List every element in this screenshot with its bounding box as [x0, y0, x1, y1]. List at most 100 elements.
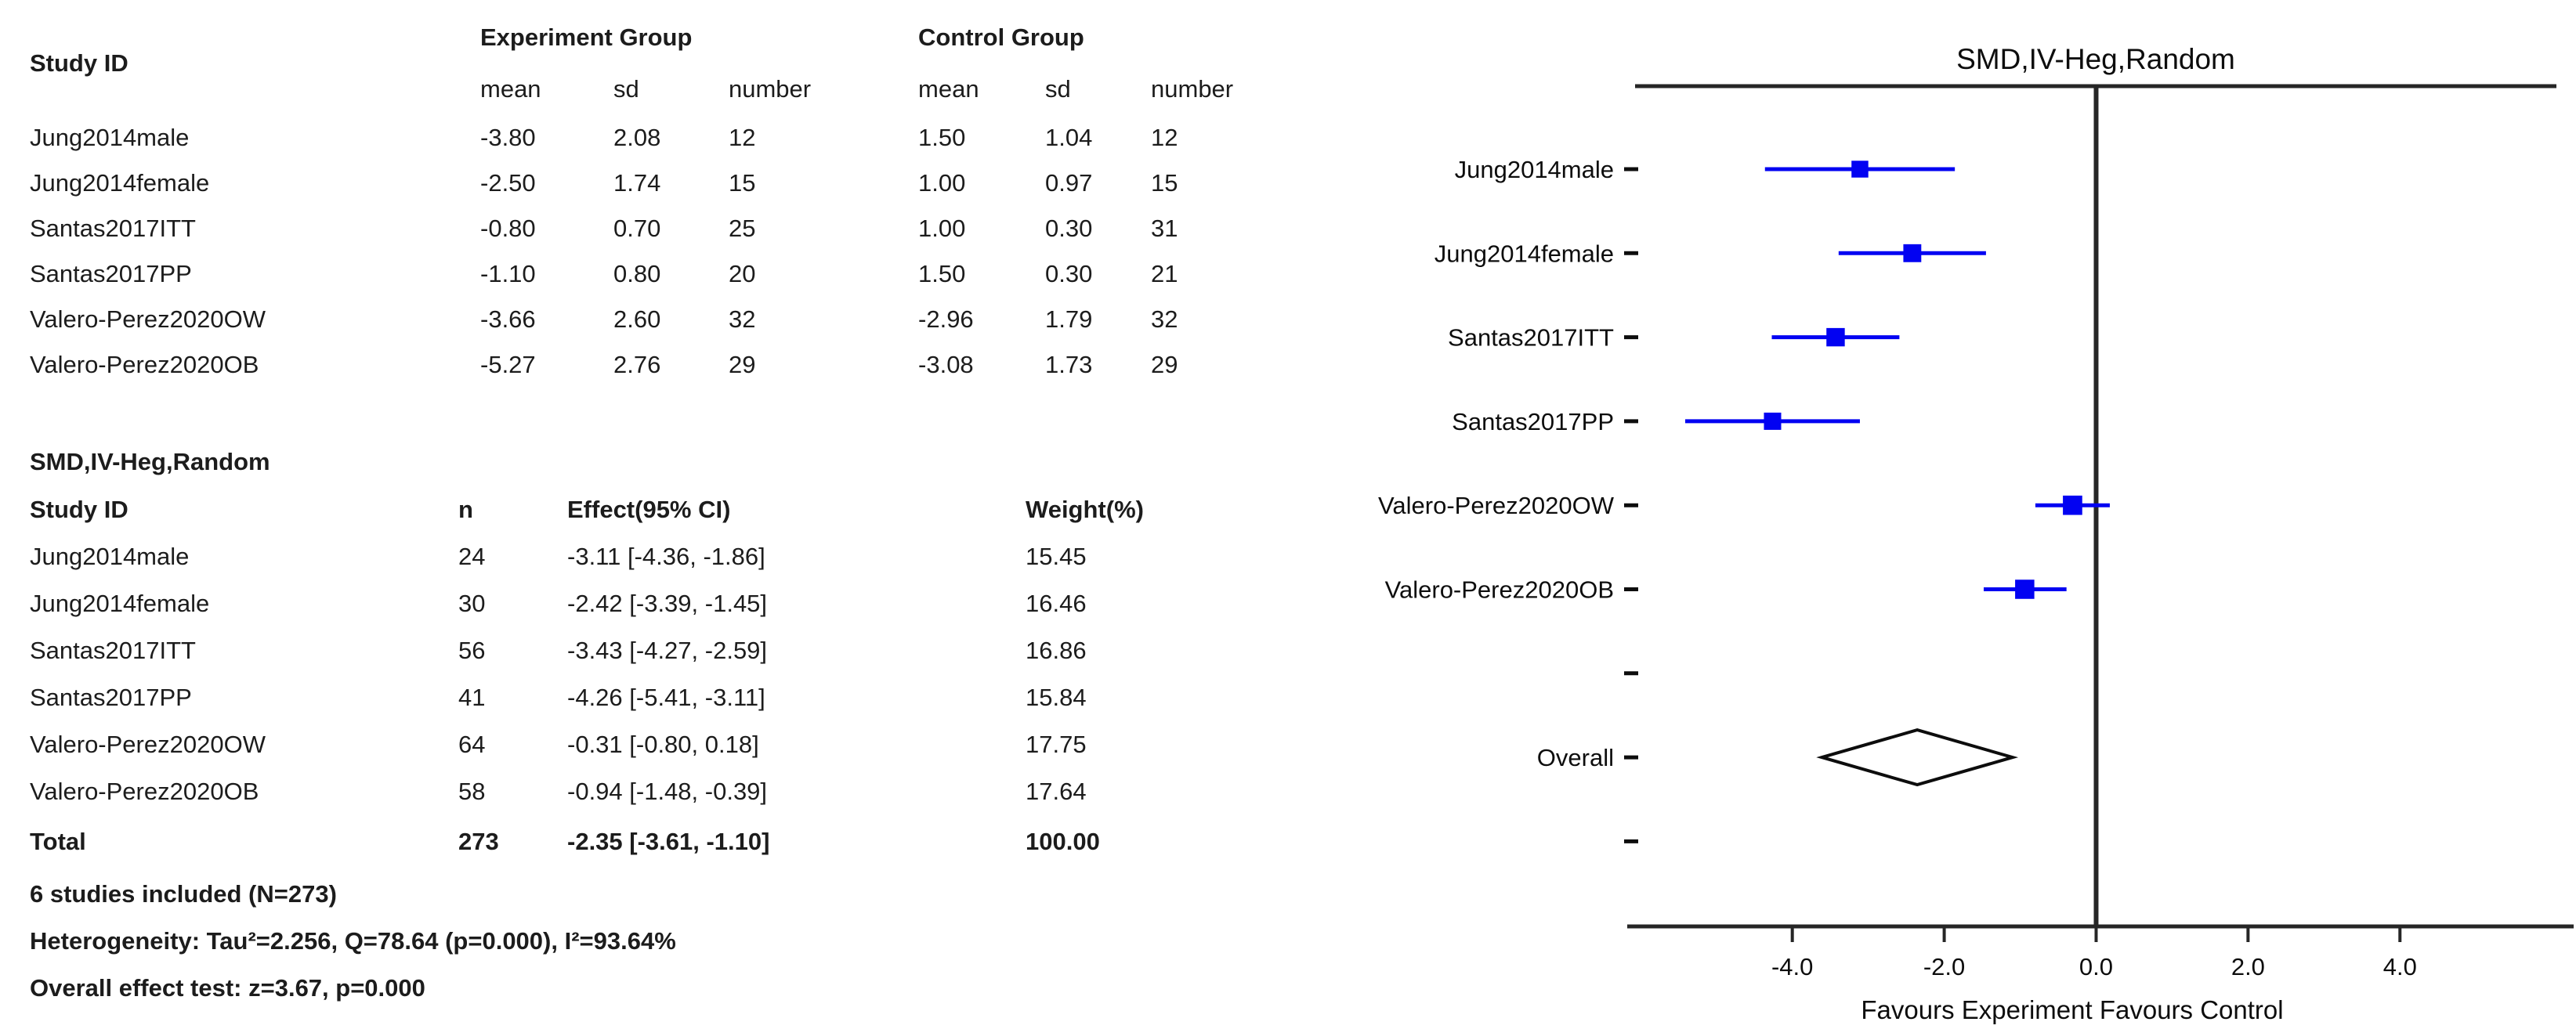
group-table-row-cell: 21 [1151, 259, 1178, 287]
group-table-subheader-row: mean sd number mean sd number [30, 63, 1283, 114]
effect-table-row-cell: 56 [458, 636, 486, 664]
group-table-row-cell: 1.79 [1045, 305, 1093, 333]
effect-study-id-header: Study ID [30, 495, 128, 523]
study-label: Jung2014male [1455, 156, 1614, 183]
effect-table-row: Santas2017ITT 56 -3.43 [-4.27, -2.59] 16.86 [30, 626, 1285, 673]
study-label: Santas2017PP [1452, 408, 1614, 435]
results-text-panel: Study ID Experiment Group Control Group … [30, 11, 1283, 1002]
group-table-row-cell: 32 [1151, 305, 1178, 333]
effect-table-row: Valero-Perez2020OB 58 -0.94 [-1.48, -0.39]… [30, 767, 1285, 814]
effect-ci-header: Effect(95% CI) [567, 495, 731, 523]
effect-table-total-row-cell: 273 [458, 827, 499, 855]
group-table-row-cell: -5.27 [480, 350, 536, 378]
group-table-row-cell: 2.76 [613, 350, 661, 378]
group-table-row-cell: 1.00 [918, 214, 966, 242]
group-table-row-cell: 31 [1151, 214, 1178, 242]
overall-diamond [1816, 728, 2019, 787]
group-table-row: Santas2017ITT -0.80 0.70 25 1.00 0.30 31 [30, 205, 1283, 251]
effect-table-row-cell: 41 [458, 683, 486, 711]
group-table-header-row: Study ID Experiment Group Control Group [30, 11, 1283, 75]
effect-table-row: Jung2014male 24 -3.11 [-4.36, -1.86] 15.45 [30, 533, 1285, 579]
group-table-row: Jung2014male -3.80 2.08 12 1.50 1.04 12 [30, 114, 1283, 160]
group-table-row-cell: -3.80 [480, 123, 536, 151]
group-table-row-cell: Jung2014female [30, 168, 210, 197]
group-table-row-cell: Santas2017ITT [30, 214, 196, 242]
study-label: Santas2017ITT [1448, 324, 1614, 352]
group-table-row-cell: 2.08 [613, 123, 661, 151]
effect-table-row-cell: -4.26 [-5.41, -3.11] [567, 683, 765, 711]
effect-table-row-cell: -3.11 [-4.36, -1.86] [567, 542, 765, 570]
group-table-row-cell: Jung2014male [30, 123, 190, 151]
effect-table-row-cell: 17.75 [1026, 730, 1087, 758]
group-table-row-cell: 12 [729, 123, 756, 151]
control-group-header: Control Group [918, 23, 1084, 51]
effect-table-row: Valero-Perez2020OW 64 -0.31 [-0.80, 0.18] 1… [30, 720, 1285, 767]
group-table-row-cell: 29 [729, 350, 756, 378]
forest-plot: SMD,IV-Heg,Random Jung2014male Jung2014fem… [1378, 43, 2574, 1024]
group-table-row-cell: -3.08 [918, 350, 974, 378]
group-table-row: Jung2014female -2.50 1.74 15 1.00 0.97 15 [30, 160, 1283, 205]
effect-table-row: Santas2017PP 41 -4.26 [-5.41, -3.11] 15.84 [30, 673, 1285, 720]
overall-label: Overall [1537, 744, 1614, 771]
effect-table-row-cell: 16.86 [1026, 636, 1087, 664]
effect-table-total-row-cell: Total [30, 827, 86, 855]
group-table-row-cell: Valero-Perez2020OB [30, 350, 259, 378]
group-table-row-cell: Santas2017PP [30, 259, 192, 287]
group-table-row-cell: 29 [1151, 350, 1178, 378]
effect-table-row-cell: -0.31 [-0.80, 0.18] [567, 730, 759, 758]
x-tick-label: -4.0 [1771, 953, 1813, 980]
group-table-row: Valero-Perez2020OB -5.27 2.76 29 -3.08 1.73 29 [30, 341, 1283, 387]
group-table-row-cell: 0.30 [1045, 259, 1093, 287]
plot-title: SMD,IV-Heg,Random [1956, 43, 2235, 75]
exp-number-header: number [729, 74, 812, 103]
group-table-row-cell: Valero-Perez2020OW [30, 305, 266, 333]
effect-marker [1764, 412, 1782, 430]
effect-marker [2015, 579, 2035, 599]
x-tick-label: 0.0 [2079, 953, 2113, 980]
effect-table-row-cell: 16.46 [1026, 589, 1087, 617]
effect-table-row-cell: 64 [458, 730, 486, 758]
effect-table-row-cell: Santas2017PP [30, 683, 192, 711]
study-label: Valero-Perez2020OW [1378, 492, 1615, 519]
effect-marker [1903, 244, 1922, 262]
effect-table-row-cell: 15.84 [1026, 683, 1087, 711]
study-label: Valero-Perez2020OB [1385, 576, 1614, 604]
effect-section-title: SMD,IV-Heg,Random [30, 448, 270, 475]
group-table-row-cell: -2.96 [918, 305, 974, 333]
group-statistics-table: Study ID Experiment Group Control Group … [30, 11, 1283, 387]
group-table-row-cell: 12 [1151, 123, 1178, 151]
group-table-row-cell: 1.00 [918, 168, 966, 197]
effect-table-row-cell: 24 [458, 542, 486, 570]
effect-table-total-row-cell: -2.35 [-3.61, -1.10] [567, 827, 770, 855]
x-tick-label: 2.0 [2231, 953, 2265, 980]
group-table-row-cell: -0.80 [480, 214, 536, 242]
effect-table-row-cell: -3.43 [-4.27, -2.59] [567, 636, 768, 664]
effect-table-row-cell: Valero-Perez2020OB [30, 777, 259, 805]
effect-table-row-cell: Valero-Perez2020OW [30, 730, 266, 758]
effect-table-row-cell: 15.45 [1026, 542, 1087, 570]
effect-table-total-row: Total 273 -2.35 [-3.61, -1.10] 100.00 [30, 814, 1285, 868]
effect-table-row-cell: -0.94 [-1.48, -0.39] [567, 777, 768, 805]
effect-table-row-cell: 58 [458, 777, 486, 805]
group-table-row-cell: 15 [729, 168, 756, 197]
effect-table-row-cell: Jung2014female [30, 589, 210, 617]
group-table-row-cell: 1.74 [613, 168, 661, 197]
effect-table-row-cell: 17.64 [1026, 777, 1087, 805]
group-table-row-cell: -2.50 [480, 168, 536, 197]
effect-table-row: Jung2014female 30 -2.42 [-3.39, -1.45] 16.4… [30, 579, 1285, 626]
experiment-group-header: Experiment Group [480, 23, 693, 51]
effect-marker [2063, 495, 2082, 515]
group-table-row-cell: 15 [1151, 168, 1178, 197]
effect-table: Study ID n Effect(95% CI) Weight(%) Jung… [30, 486, 1285, 868]
group-table-row-cell: 0.70 [613, 214, 661, 242]
effect-table-row-cell: Jung2014male [30, 542, 190, 570]
group-table-row-cell: 32 [729, 305, 756, 333]
group-table-row-cell: 1.50 [918, 259, 966, 287]
ctrl-number-header: number [1151, 74, 1234, 103]
heterogeneity-line: Heterogeneity: Tau²=2.256, Q=78.64 (p=0.… [30, 927, 676, 955]
group-table-row-cell: 0.30 [1045, 214, 1093, 242]
group-table-row-cell: 1.04 [1045, 123, 1093, 151]
group-table-row: Valero-Perez2020OW -3.66 2.60 32 -2.96 1.79 32 [30, 296, 1283, 341]
effect-table-header-row: Study ID n Effect(95% CI) Weight(%) [30, 486, 1285, 533]
study-id-header: Study ID [30, 49, 128, 77]
